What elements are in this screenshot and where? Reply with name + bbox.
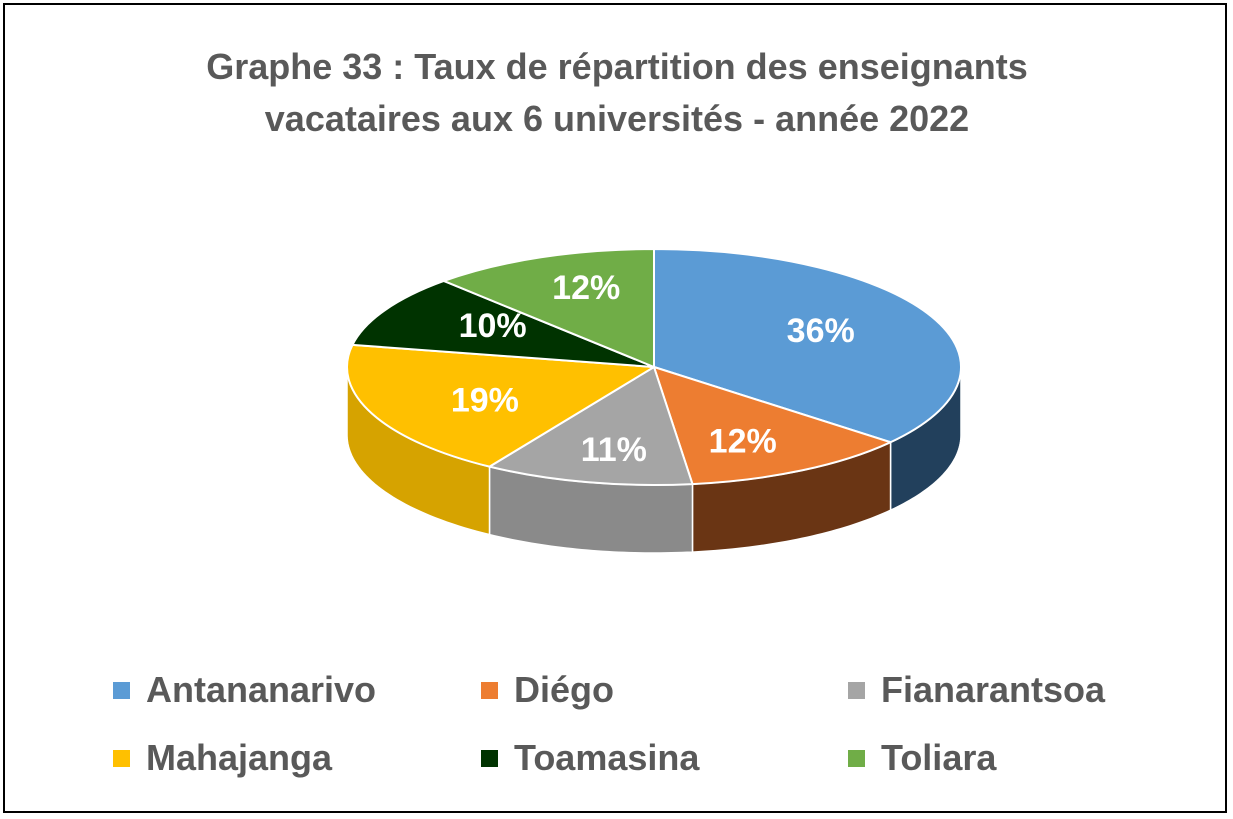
- pie-slice-toamasina: [351, 279, 655, 368]
- pie-slice-mahajanga: [346, 343, 655, 468]
- legend-swatch-antananarivo: [113, 681, 130, 699]
- legend-item-toamasina: Toamasina: [481, 733, 699, 783]
- chart-legend: Antananarivo Diégo Fianarantsoa Mahajanga To…: [5, 665, 1229, 805]
- legend-swatch-mahajanga: [113, 749, 130, 767]
- legend-label: Diégo: [514, 669, 615, 710]
- legend-swatch-fianarantsoa: [848, 681, 865, 699]
- legend-label: Antananarivo: [146, 669, 377, 710]
- data-label-antananarivo: 36%: [787, 312, 855, 350]
- legend-label: Mahajanga: [146, 737, 333, 778]
- chart-title-line-1: Graphe 33 : Taux de répartition des ense…: [206, 46, 1028, 87]
- legend-item-diégo: Diégo: [481, 665, 614, 715]
- pie-slice-diégo: [653, 366, 892, 486]
- legend-item-toliara: Toliara: [848, 733, 996, 783]
- chart-frame: Graphe 33 : Taux de répartition des ense…: [3, 3, 1227, 813]
- chart-title: Graphe 33 : Taux de répartition des ense…: [5, 41, 1229, 145]
- legend-label: Fianarantsoa: [881, 669, 1106, 710]
- chart-title-line-2: vacataires aux 6 universités - année 202…: [264, 98, 970, 139]
- data-label-fianarantsoa: 11%: [581, 431, 647, 469]
- pie-slice-fianarantsoa: [488, 366, 694, 486]
- legend-item-mahajanga: Mahajanga: [113, 733, 332, 783]
- pie-chart: 36% 12% 11% 19% 10% 12%: [346, 248, 962, 554]
- legend-item-antananarivo: Antananarivo: [113, 665, 376, 715]
- pie-slice-toliara: [442, 248, 655, 368]
- legend-swatch-toamasina: [481, 749, 498, 767]
- legend-label: Toamasina: [514, 737, 700, 778]
- data-label-mahajanga: 19%: [451, 382, 519, 420]
- legend-swatch-diégo: [481, 681, 498, 699]
- pie-slice-antananarivo: [653, 248, 962, 444]
- data-label-diégo: 12%: [709, 423, 777, 461]
- data-label-toamasina: 10%: [459, 307, 527, 345]
- data-label-toliara: 12%: [552, 269, 620, 307]
- legend-item-fianarantsoa: Fianarantsoa: [848, 665, 1105, 715]
- legend-label: Toliara: [881, 737, 997, 778]
- legend-swatch-toliara: [848, 749, 865, 767]
